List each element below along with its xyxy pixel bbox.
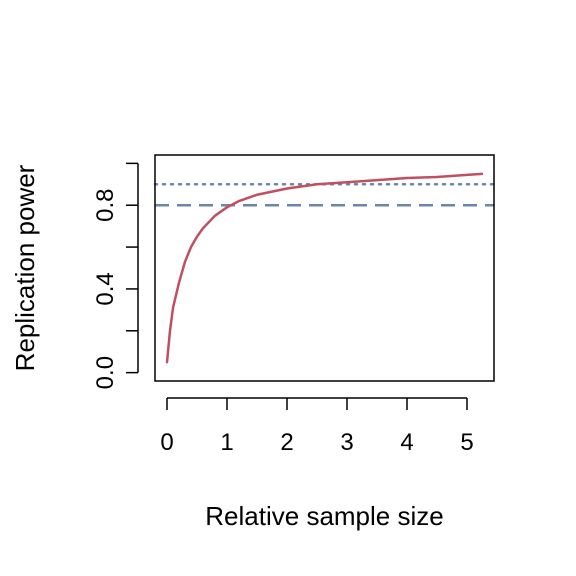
x-tick-label: 0 [160, 429, 173, 456]
series-line-0 [165, 172, 484, 364]
y-tick-label: 0.8 [92, 189, 119, 222]
x-tick-label: 2 [280, 429, 293, 456]
x-axis: 0 1 2 3 4 5 [160, 397, 474, 456]
x-tick-label: 3 [340, 429, 353, 456]
x-tick-label: 4 [400, 429, 413, 456]
x-tick-label: 5 [460, 429, 473, 456]
series-layer [165, 172, 484, 364]
y-axis: 0.0 0.4 0.8 [92, 162, 139, 389]
y-axis-title: Replication power [10, 164, 40, 371]
x-tick-label: 1 [220, 429, 233, 456]
y-tick-label: 0.4 [92, 272, 119, 305]
y-tick-label: 0.0 [92, 356, 119, 389]
x-axis-title: Relative sample size [205, 501, 443, 531]
plot-box [154, 154, 495, 382]
